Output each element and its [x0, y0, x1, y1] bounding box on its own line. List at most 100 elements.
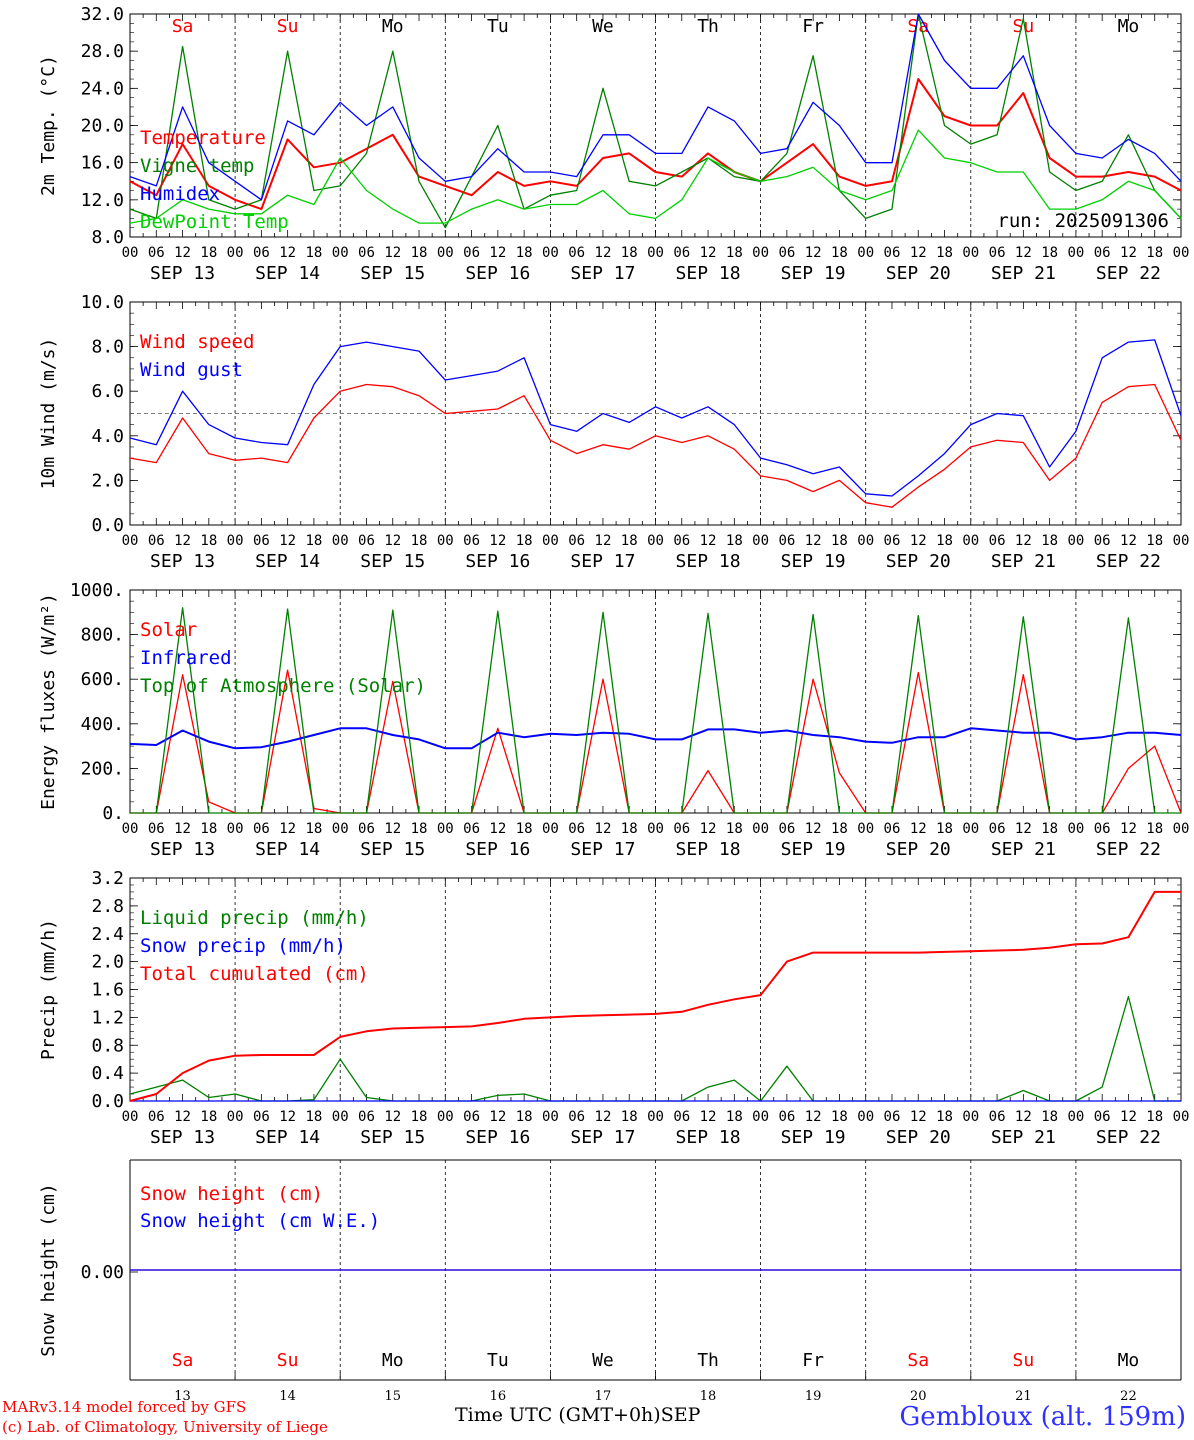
x-hour-label: 18 — [411, 821, 428, 837]
x-hour-label: 06 — [778, 821, 795, 837]
x-date-label: SEP 17 — [570, 1127, 635, 1148]
x-hour-label: 18 — [411, 533, 428, 549]
x-hour-label: 00 — [542, 1109, 559, 1125]
x-date-label: SEP 20 — [886, 551, 951, 572]
x-date-label: SEP 19 — [781, 551, 846, 572]
x-date-label: SEP 21 — [991, 1127, 1056, 1148]
y-axis-title: 2m Temp. (°C) — [38, 55, 59, 196]
day-name-label: Tu — [487, 16, 509, 37]
y-tick-label: 12.0 — [81, 190, 124, 211]
x-hour-label: 00 — [1173, 821, 1190, 837]
y-tick-label: 4.0 — [91, 426, 124, 447]
x-hour-label: 00 — [962, 1109, 979, 1125]
x-date-label: SEP 14 — [255, 839, 320, 860]
x-hour-label: 06 — [884, 533, 901, 549]
legend-entry: Temperature — [140, 127, 266, 149]
x-hour-label: 06 — [673, 533, 690, 549]
x-hour-label: 00 — [962, 245, 979, 261]
x-hour-label: 18 — [1041, 533, 1058, 549]
x-hour-label: 12 — [174, 533, 191, 549]
x-hour-label: 00 — [332, 1109, 349, 1125]
x-hour-label: 12 — [910, 533, 927, 549]
x-hour-label: 18 — [621, 533, 638, 549]
x-hour-label: 18 — [305, 1109, 322, 1125]
x-hour-label: 18 — [936, 533, 953, 549]
x-hour-label: 12 — [700, 533, 717, 549]
x-date-label: SEP 22 — [1096, 839, 1161, 860]
x-hour-label: 18 — [936, 821, 953, 837]
y-tick-label: 28.0 — [81, 41, 124, 62]
x-hour-label: 00 — [857, 245, 874, 261]
y-tick-label: 0.0 — [91, 1091, 124, 1112]
snow-panel: 0.00 Snow height (cm) Sa Su Mo Tu We Th Fr Sa Su Mo… — [38, 1159, 1182, 1381]
y-axis-title: 10m Wind (m/s) — [38, 338, 59, 490]
energy-panel: 0. 200. 400. 600. 800. 1000. Energy fluxes (W/… — [38, 580, 1189, 860]
series-line — [129, 13, 1182, 201]
day-name-label: Tu — [487, 1350, 509, 1371]
x-hour-label: 06 — [884, 1109, 901, 1125]
series-line — [129, 78, 1182, 211]
day-name-label: Su — [1013, 1350, 1035, 1371]
x-hour-label: 12 — [384, 1109, 401, 1125]
x-hour-label: 18 — [831, 533, 848, 549]
x-hour-label: 00 — [962, 533, 979, 549]
x-hour-label: 18 — [305, 821, 322, 837]
y-tick-label: 600. — [81, 669, 124, 690]
y-axis-title: Snow height (cm) — [38, 1183, 59, 1356]
x-hour-label: 00 — [1067, 1109, 1084, 1125]
x-hour-label: 18 — [726, 245, 743, 261]
x-hour-label: 12 — [384, 533, 401, 549]
x-hour-label: 18 — [305, 245, 322, 261]
x-hour-label: 18 — [936, 245, 953, 261]
x-date-label: SEP 22 — [1096, 263, 1161, 284]
y-tick-label: 0.8 — [91, 1035, 124, 1056]
y-tick-label: 8.0 — [91, 337, 124, 358]
x-date-label: SEP 19 — [781, 1127, 846, 1148]
x-date-label: SEP 14 — [255, 551, 320, 572]
wind-panel: 0.0 2.0 4.0 6.0 8.0 10.0 10m Wind (m/s) 00 06 12 1… — [38, 292, 1189, 572]
x-hour-label: 00 — [227, 533, 244, 549]
x-hour-label: 18 — [1146, 1109, 1163, 1125]
x-hour-label: 12 — [1015, 245, 1032, 261]
x-hour-label: 06 — [568, 245, 585, 261]
day-name-label: Sa — [172, 1350, 194, 1371]
x-hour-label: 00 — [647, 533, 664, 549]
x-hour-label: 00 — [1067, 533, 1084, 549]
x-hour-label: 18 — [516, 533, 533, 549]
x-hour-label: 06 — [673, 245, 690, 261]
day-name-label: Sa — [172, 16, 194, 37]
x-date-label: SEP 22 — [1096, 551, 1161, 572]
x-date-label: SEP 14 — [255, 1127, 320, 1148]
bottom-day-number: 19 — [805, 1389, 822, 1404]
legend-entry: Vigne temp — [140, 155, 254, 177]
day-name-label: Mo — [382, 1350, 404, 1371]
x-hour-label: 12 — [910, 821, 927, 837]
x-hour-label: 12 — [489, 245, 506, 261]
x-hour-label: 18 — [516, 245, 533, 261]
legend-entry: Total cumulated (cm) — [140, 963, 369, 985]
bottom-day-number: 18 — [700, 1389, 717, 1404]
x-hour-label: 06 — [463, 245, 480, 261]
legend-entry: Snow height (cm W.E.) — [140, 1210, 380, 1232]
x-hour-label: 00 — [1067, 821, 1084, 837]
temp-panel: 8.0 12.0 16.0 20.0 24.0 28.0 32.0 2m Temp. (°C)… — [38, 4, 1189, 284]
x-hour-label: 18 — [1041, 245, 1058, 261]
series-line — [129, 13, 1182, 229]
x-hour-label: 12 — [489, 821, 506, 837]
day-name-label: Mo — [1118, 1350, 1140, 1371]
y-tick-label: 0.00 — [81, 1262, 124, 1283]
x-hour-label: 00 — [332, 533, 349, 549]
x-hour-label: 18 — [305, 533, 322, 549]
x-hour-label: 18 — [516, 821, 533, 837]
bottom-day-number: 22 — [1120, 1389, 1137, 1404]
series-group — [129, 13, 1182, 229]
x-date-label: SEP 18 — [676, 551, 741, 572]
x-date-label: SEP 22 — [1096, 1127, 1161, 1148]
x-hour-label: 12 — [595, 1109, 612, 1125]
y-tick-label: 2.8 — [91, 896, 124, 917]
day-name-label: We — [592, 1350, 614, 1371]
x-hour-label: 00 — [857, 533, 874, 549]
x-hour-label: 06 — [1094, 245, 1111, 261]
x-hour-label: 00 — [122, 1109, 139, 1125]
x-hour-label: 06 — [778, 245, 795, 261]
